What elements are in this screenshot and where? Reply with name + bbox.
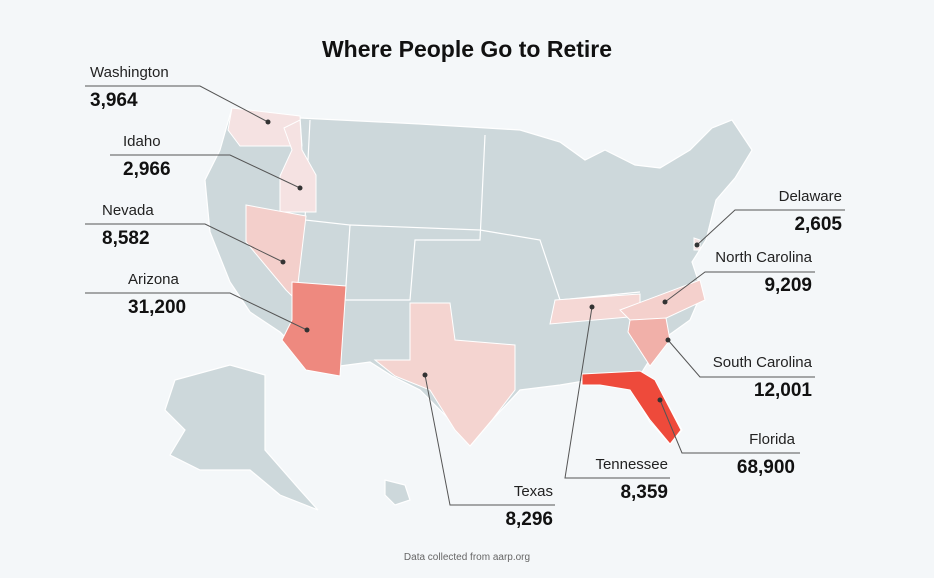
state-value: 8,296 xyxy=(505,509,553,530)
footnote: Data collected from aarp.org xyxy=(404,552,530,563)
dot xyxy=(280,259,286,265)
title: Where People Go to Retire xyxy=(322,36,612,62)
state-value: 9,209 xyxy=(764,275,812,296)
state-borders xyxy=(304,119,486,301)
leader-line xyxy=(664,271,815,303)
state-name: Tennessee xyxy=(595,456,668,473)
leader-line xyxy=(564,306,670,479)
leader-line xyxy=(696,209,845,246)
state-name: Texas xyxy=(514,483,553,500)
state xyxy=(227,107,303,147)
state xyxy=(279,119,317,213)
dot xyxy=(665,337,671,343)
dot xyxy=(304,327,310,333)
state-name: Florida xyxy=(749,431,796,448)
state-name: South Carolina xyxy=(713,354,813,371)
dot xyxy=(422,372,428,378)
state xyxy=(619,279,706,321)
state-name: Arizona xyxy=(128,271,180,288)
state xyxy=(245,204,307,302)
state xyxy=(581,370,682,445)
leader-line xyxy=(424,374,555,506)
state-name: Nevada xyxy=(102,202,154,219)
leader-line xyxy=(85,292,308,331)
dot xyxy=(657,397,663,403)
state-value: 68,900 xyxy=(737,457,795,478)
state-value: 12,001 xyxy=(754,380,813,401)
dot xyxy=(589,304,595,310)
state-value: 8,582 xyxy=(102,228,150,249)
dot xyxy=(265,119,271,125)
state-name: Idaho xyxy=(123,133,161,150)
dot xyxy=(662,299,668,305)
alaska xyxy=(164,364,319,511)
leader-line xyxy=(85,85,269,123)
state xyxy=(627,317,671,367)
leader-line xyxy=(667,339,815,378)
leader-line xyxy=(659,399,800,454)
state-value: 2,966 xyxy=(123,159,171,180)
state-name: North Carolina xyxy=(715,249,812,266)
state-value: 31,200 xyxy=(128,297,186,318)
state xyxy=(373,302,516,447)
state-value: 3,964 xyxy=(90,90,138,111)
state xyxy=(281,281,347,377)
state-value: 2,605 xyxy=(794,214,842,235)
dot xyxy=(297,185,303,191)
leader-line xyxy=(110,154,301,189)
state-value: 8,359 xyxy=(620,482,668,503)
state-name: Delaware xyxy=(779,188,842,205)
state-name: Washington xyxy=(90,64,169,81)
hawaii xyxy=(384,479,411,506)
leader-line xyxy=(85,223,284,263)
dot xyxy=(694,242,700,248)
